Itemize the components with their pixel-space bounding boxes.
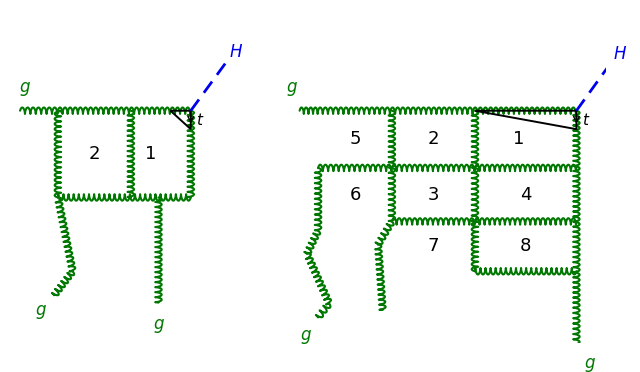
Text: $g$: $g$ (286, 80, 298, 98)
Text: 1: 1 (513, 130, 524, 148)
Text: 4: 4 (520, 186, 531, 204)
Text: 2: 2 (88, 145, 100, 163)
Text: 7: 7 (428, 237, 439, 255)
Text: $g$: $g$ (35, 303, 47, 321)
Text: $H$: $H$ (613, 45, 627, 63)
Text: 8: 8 (520, 237, 531, 255)
Text: 5: 5 (349, 130, 361, 148)
Text: $H$: $H$ (230, 43, 244, 61)
Text: $t$: $t$ (196, 112, 205, 128)
Text: $g$: $g$ (584, 356, 596, 372)
Text: $g$: $g$ (300, 328, 312, 346)
Text: 6: 6 (349, 186, 361, 204)
Text: $g$: $g$ (152, 317, 164, 336)
Text: 1: 1 (145, 145, 156, 163)
Text: 3: 3 (428, 186, 439, 204)
Text: $t$: $t$ (582, 112, 590, 128)
Text: 2: 2 (428, 130, 439, 148)
Text: $g$: $g$ (19, 80, 31, 98)
